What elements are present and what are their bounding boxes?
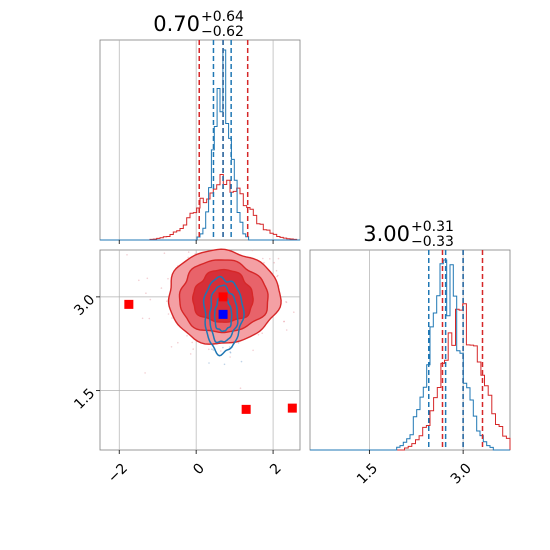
scatter-dot-red bbox=[262, 257, 264, 260]
scatter-x-ticklabel-0: −2 bbox=[105, 460, 131, 486]
hist-top-title-value: 0.70 bbox=[153, 12, 200, 36]
scatter-dot-red bbox=[252, 349, 254, 352]
scatter-dot-red bbox=[145, 292, 147, 295]
scatter-x-ticklabel-1: 0 bbox=[190, 460, 208, 478]
hist-right-blue-series bbox=[310, 259, 510, 451]
hist-right-title-plus: +0.31 bbox=[411, 219, 454, 235]
scatter-dot-red bbox=[251, 249, 254, 252]
scatter-dot-red bbox=[220, 350, 222, 352]
scatter-dot-blue bbox=[237, 342, 240, 344]
hist-top-title-plus: +0.64 bbox=[201, 9, 244, 25]
hist-right-panel: 1.5 3.0 bbox=[309, 249, 511, 487]
hist-right-ticklabel-1: 3.0 bbox=[448, 460, 475, 487]
scatter-dot-red bbox=[146, 277, 149, 280]
scatter-dot-red bbox=[263, 261, 265, 264]
scatter-dot-red bbox=[239, 387, 242, 390]
hist-right-frame bbox=[309, 249, 511, 451]
scatter-dot-red bbox=[166, 300, 168, 303]
scatter-dot-red bbox=[257, 333, 260, 336]
hist-right-quantile-lines bbox=[428, 250, 484, 450]
scatter-dot-red bbox=[148, 317, 151, 320]
scatter-y-ticklabel-0: 1.5 bbox=[71, 386, 98, 413]
scatter-dot-red bbox=[261, 332, 264, 335]
scatter-blue-marker bbox=[218, 309, 228, 319]
scatter-dot-red bbox=[192, 348, 194, 350]
scatter-y-ticklabel-1: 3.0 bbox=[71, 292, 98, 319]
scatter-dot-blue bbox=[208, 362, 210, 364]
scatter-dot-red bbox=[229, 356, 231, 358]
scatter-dot-red bbox=[275, 269, 278, 272]
hist-top-blue-series bbox=[100, 49, 300, 241]
hist-top-panel bbox=[99, 39, 301, 244]
scatter-blue-contour-1 bbox=[208, 284, 239, 344]
scatter-dot-red bbox=[189, 353, 192, 355]
hist-right-ticklabel-0: 1.5 bbox=[354, 460, 381, 487]
scatter-blue-contour-0 bbox=[202, 275, 245, 357]
scatter-dot-blue bbox=[229, 351, 231, 353]
hist-top-grid bbox=[118, 40, 274, 240]
hist-top-ticks bbox=[118, 240, 274, 244]
scatter-dot-red bbox=[285, 329, 288, 331]
scatter-dot-red bbox=[170, 346, 173, 348]
scatter-markers bbox=[124, 292, 297, 414]
scatter-dot-blue bbox=[222, 346, 224, 349]
hist-top-red-step bbox=[100, 174, 300, 241]
scatter-dot-blue bbox=[211, 348, 213, 351]
scatter-dot-red bbox=[163, 252, 166, 254]
scatter-dot-red bbox=[186, 335, 188, 337]
scatter-dot-blue bbox=[212, 349, 215, 351]
scatter-dot-red bbox=[273, 261, 276, 264]
scatter-dot-red bbox=[187, 251, 190, 253]
scatter-dot-red bbox=[167, 277, 169, 280]
scatter-dot-red bbox=[293, 311, 295, 314]
scatter-red-marker-1 bbox=[241, 404, 251, 414]
scatter-dot-red bbox=[144, 372, 146, 374]
scatter-dot-red bbox=[138, 279, 140, 282]
hist-top-quantile-lines bbox=[198, 40, 249, 240]
scatter-dot-blue bbox=[228, 346, 231, 348]
scatter-dot-red bbox=[187, 256, 189, 259]
hist-right-blue-step bbox=[310, 259, 510, 451]
scatter-red-marker-0 bbox=[124, 299, 134, 309]
scatter-x-ticks: −2 0 2 bbox=[105, 450, 285, 486]
scatter-dot-blue bbox=[240, 360, 243, 363]
hist-top-red-series bbox=[100, 174, 300, 241]
hist-top-blue-step bbox=[100, 49, 300, 241]
scatter-red-marker-2 bbox=[287, 403, 297, 413]
scatter-dot-red bbox=[277, 257, 280, 260]
scatter-dot-red bbox=[276, 275, 278, 278]
scatter-panel: −2 0 2 1.5 3.0 bbox=[71, 248, 301, 486]
scatter-dot-red bbox=[126, 254, 128, 256]
hist-top-frame bbox=[99, 39, 301, 241]
hist-top-title-minus: −0.62 bbox=[201, 24, 244, 40]
scatter-dot-red bbox=[171, 317, 173, 319]
scatter-dot-red bbox=[283, 320, 286, 323]
scatter-dot-red bbox=[191, 341, 193, 344]
scatter-red-marker-3 bbox=[218, 292, 228, 302]
scatter-dot-red bbox=[285, 301, 287, 303]
scatter-dot-red bbox=[141, 317, 144, 320]
scatter-dot-red bbox=[208, 348, 210, 351]
hist-right-title-value: 3.00 bbox=[363, 222, 410, 246]
scatter-dot-red bbox=[167, 313, 170, 315]
scatter-dot-red bbox=[160, 287, 163, 289]
hist-top-title: 0.70 bbox=[153, 12, 200, 36]
scatter-x-ticklabel-2: 2 bbox=[267, 460, 285, 478]
scatter-y-ticks: 1.5 3.0 bbox=[71, 292, 100, 413]
scatter-dot-red bbox=[149, 298, 152, 301]
scatter-dot-red bbox=[177, 341, 179, 344]
hist-right-x-ticks: 1.5 3.0 bbox=[354, 450, 475, 487]
scatter-dot-red bbox=[269, 258, 271, 260]
hist-right-title-minus: −0.33 bbox=[411, 234, 454, 250]
scatter-dot-blue bbox=[223, 363, 226, 366]
